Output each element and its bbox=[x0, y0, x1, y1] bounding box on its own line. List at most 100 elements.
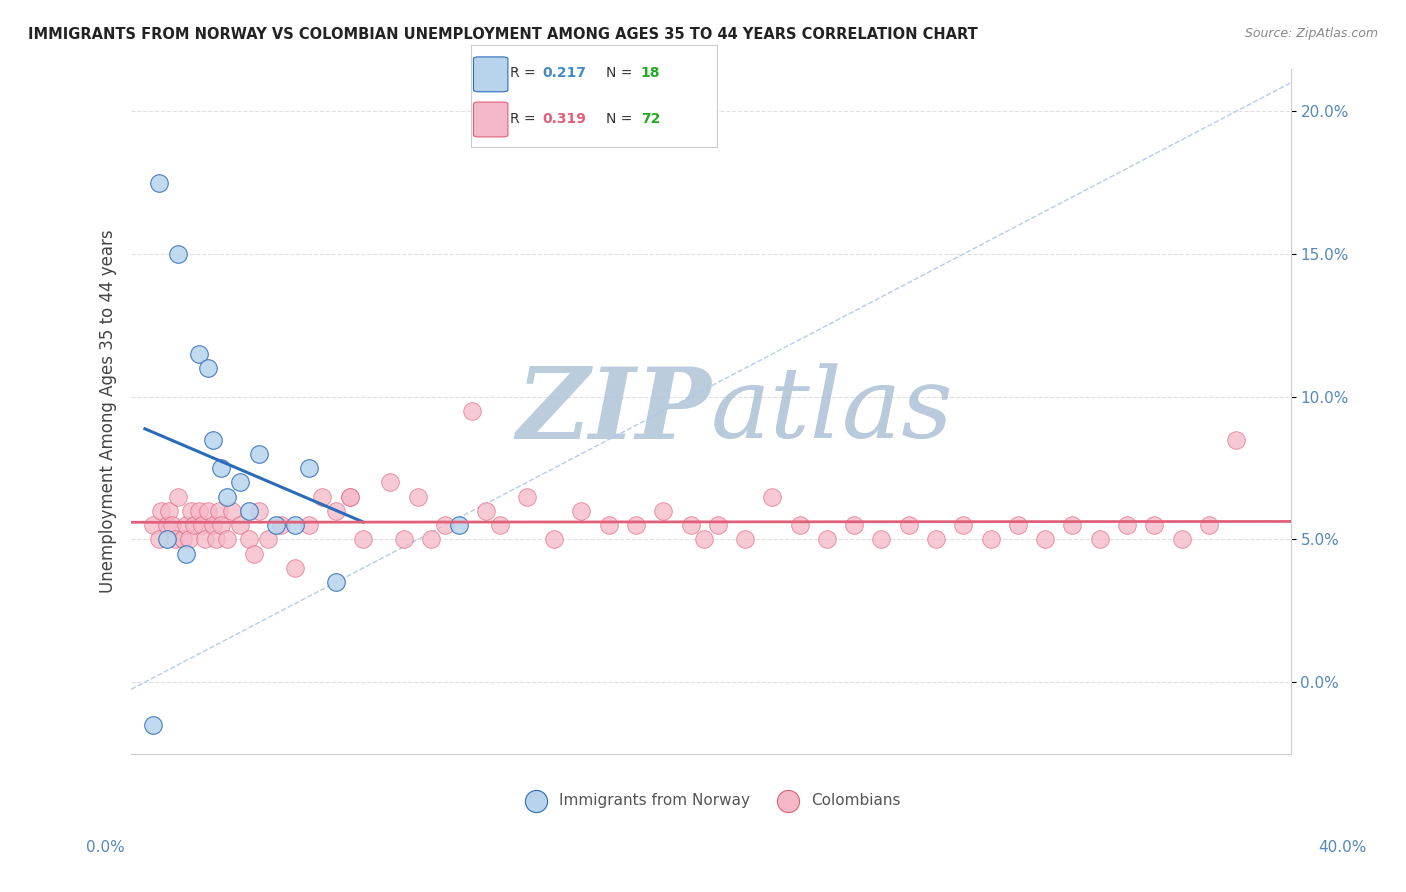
Point bbox=[202, 518, 225, 533]
Point bbox=[339, 490, 361, 504]
Text: 0.319: 0.319 bbox=[543, 112, 586, 127]
Text: R =: R = bbox=[510, 66, 540, 80]
Point bbox=[238, 533, 260, 547]
Point bbox=[197, 361, 219, 376]
Text: 0.217: 0.217 bbox=[543, 66, 586, 80]
Point bbox=[461, 404, 484, 418]
Point bbox=[207, 504, 229, 518]
Point bbox=[297, 461, 319, 475]
Point bbox=[177, 533, 200, 547]
Text: Source: ZipAtlas.com: Source: ZipAtlas.com bbox=[1244, 27, 1378, 40]
Point bbox=[160, 518, 183, 533]
Point bbox=[352, 533, 374, 547]
Point bbox=[679, 518, 702, 533]
Point bbox=[142, 518, 165, 533]
Point bbox=[707, 518, 730, 533]
Point bbox=[734, 533, 756, 547]
Point bbox=[652, 504, 675, 518]
Point bbox=[270, 518, 292, 533]
Point bbox=[215, 533, 238, 547]
Point bbox=[238, 504, 260, 518]
Text: atlas: atlas bbox=[711, 363, 953, 458]
Point bbox=[1062, 518, 1084, 533]
Point bbox=[188, 347, 211, 361]
Point bbox=[229, 475, 252, 490]
Point bbox=[1007, 518, 1029, 533]
Point bbox=[249, 447, 271, 461]
Point bbox=[194, 533, 217, 547]
FancyBboxPatch shape bbox=[474, 57, 508, 92]
FancyBboxPatch shape bbox=[474, 102, 508, 137]
Point bbox=[264, 518, 287, 533]
Text: IMMIGRANTS FROM NORWAY VS COLOMBIAN UNEMPLOYMENT AMONG AGES 35 TO 44 YEARS CORRE: IMMIGRANTS FROM NORWAY VS COLOMBIAN UNEM… bbox=[28, 27, 977, 42]
Point bbox=[148, 176, 170, 190]
Point bbox=[243, 547, 266, 561]
Point bbox=[311, 490, 333, 504]
Point bbox=[980, 533, 1002, 547]
Point bbox=[952, 518, 974, 533]
Point bbox=[256, 533, 278, 547]
Point bbox=[188, 504, 211, 518]
Point bbox=[209, 518, 232, 533]
Point bbox=[516, 490, 538, 504]
Point bbox=[447, 518, 470, 533]
Point bbox=[488, 518, 510, 533]
Point bbox=[197, 504, 219, 518]
Point bbox=[392, 533, 415, 547]
Point bbox=[789, 518, 811, 533]
Point bbox=[420, 533, 443, 547]
Y-axis label: Unemployment Among Ages 35 to 44 years: Unemployment Among Ages 35 to 44 years bbox=[100, 229, 117, 593]
Point bbox=[156, 518, 179, 533]
Point bbox=[624, 518, 647, 533]
Point bbox=[202, 433, 225, 447]
Point bbox=[897, 518, 920, 533]
Point bbox=[761, 490, 783, 504]
Point bbox=[1170, 533, 1192, 547]
Point bbox=[159, 504, 181, 518]
Point bbox=[150, 504, 173, 518]
Point bbox=[172, 533, 194, 547]
Point bbox=[1116, 518, 1139, 533]
Text: N =: N = bbox=[606, 112, 637, 127]
Point bbox=[870, 533, 893, 547]
Point bbox=[1143, 518, 1166, 533]
Point bbox=[297, 518, 319, 533]
Point bbox=[215, 490, 238, 504]
Point bbox=[598, 518, 620, 533]
Point bbox=[148, 533, 170, 547]
Point bbox=[925, 533, 948, 547]
Point bbox=[1088, 533, 1111, 547]
Point bbox=[249, 504, 271, 518]
Point bbox=[1225, 433, 1247, 447]
Point bbox=[183, 518, 205, 533]
Text: N =: N = bbox=[606, 66, 637, 80]
Point bbox=[571, 504, 593, 518]
Point bbox=[1198, 518, 1220, 533]
Text: 40.0%: 40.0% bbox=[1319, 840, 1367, 855]
Point bbox=[406, 490, 429, 504]
Point bbox=[180, 504, 202, 518]
Text: 18: 18 bbox=[641, 66, 661, 80]
Point bbox=[142, 718, 165, 732]
Point bbox=[380, 475, 402, 490]
Point bbox=[205, 533, 228, 547]
Point bbox=[433, 518, 456, 533]
Text: R =: R = bbox=[510, 112, 540, 127]
Point bbox=[221, 504, 243, 518]
Point bbox=[166, 490, 188, 504]
Point bbox=[325, 575, 347, 590]
Point bbox=[174, 547, 197, 561]
Point bbox=[339, 490, 361, 504]
Point bbox=[174, 518, 197, 533]
Point bbox=[166, 247, 188, 261]
Point bbox=[156, 533, 179, 547]
Point bbox=[475, 504, 498, 518]
Point bbox=[191, 518, 214, 533]
Point bbox=[209, 461, 232, 475]
Point bbox=[284, 518, 307, 533]
Point bbox=[325, 504, 347, 518]
Point bbox=[815, 533, 838, 547]
Point bbox=[844, 518, 866, 533]
Point bbox=[1033, 533, 1056, 547]
Legend: Immigrants from Norway, Colombians: Immigrants from Norway, Colombians bbox=[515, 787, 907, 814]
